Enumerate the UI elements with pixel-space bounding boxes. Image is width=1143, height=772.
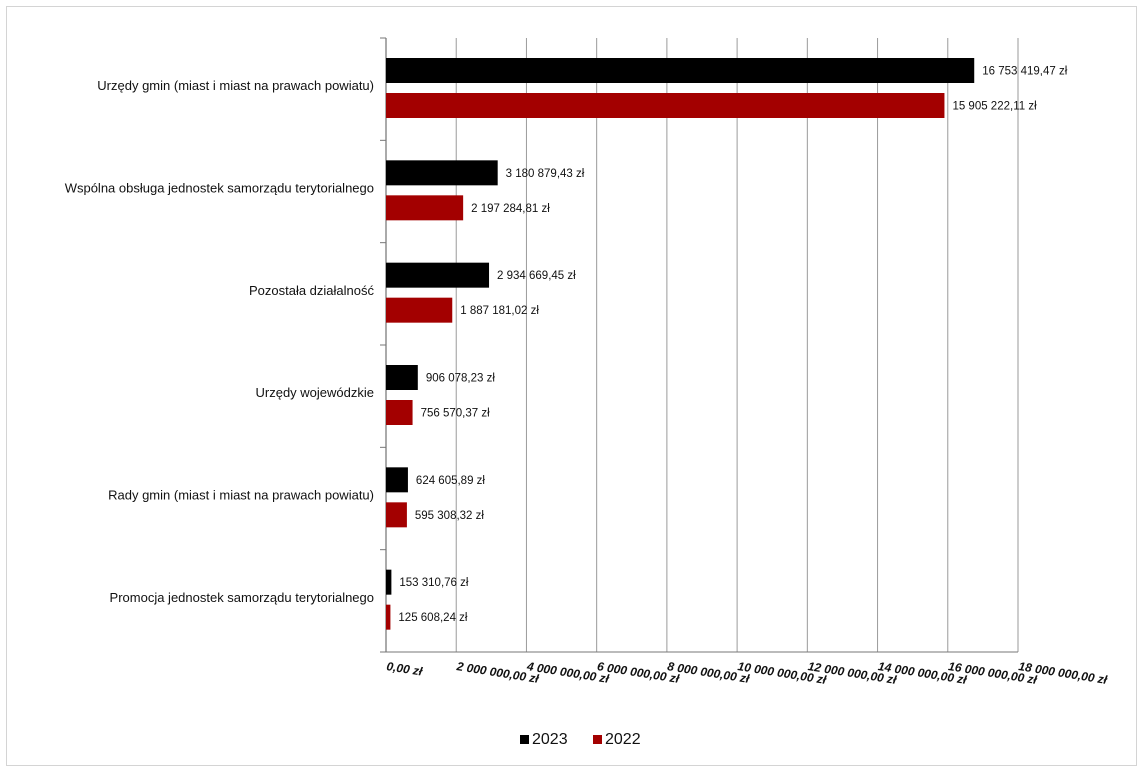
- bar-2023: [386, 467, 408, 493]
- data-label: 3 180 879,43 zł: [506, 168, 585, 180]
- data-label: 125 608,24 zł: [398, 612, 468, 624]
- legend: 2023 2022: [520, 731, 641, 748]
- value-labels: 16 753 419,47 zł 15 905 222,11 zł 3 180 87…: [398, 66, 1067, 625]
- category-label: Rady gmin (miast i miast na prawach powi…: [108, 488, 374, 503]
- data-label: 153 310,76 zł: [399, 577, 469, 589]
- legend-swatch: [520, 735, 529, 744]
- bar-2022: [386, 297, 453, 323]
- data-label: 16 753 419,47 zł: [982, 66, 1067, 78]
- bars: [386, 58, 975, 630]
- data-label: 2 934 669,45 zł: [497, 270, 576, 282]
- bar-2023: [386, 569, 392, 595]
- category-label: Pozostała działalność: [249, 283, 375, 298]
- category-label: Urzędy wojewódzkie: [256, 385, 375, 400]
- legend-label: 2023: [532, 731, 568, 748]
- category-label: Urzędy gmin (miast i miast na prawach po…: [97, 78, 374, 93]
- bar-2023: [386, 365, 418, 390]
- data-label: 906 078,23 zł: [426, 373, 496, 385]
- data-label: 595 308,32 zł: [415, 510, 485, 522]
- category-label: Wspólna obsługa jednostek samorządu tery…: [65, 181, 374, 196]
- chart-frame: [6, 6, 1137, 766]
- legend-swatch: [593, 735, 602, 744]
- grid-lines: [380, 37, 1019, 653]
- data-label: 756 570,37 zł: [421, 408, 491, 420]
- bar-2022: [386, 604, 391, 630]
- x-axis-ticks: 0,00 zł 2 000 000,00 zł4 000 000,00 zł6 0…: [386, 659, 1109, 687]
- bar-2022: [386, 400, 413, 425]
- category-label: Promocja jednostek samorządu terytorialn…: [110, 590, 374, 605]
- data-label: 1 887 181,02 zł: [460, 305, 539, 317]
- data-label: 2 197 284,81 zł: [471, 203, 550, 215]
- bar-2023: [386, 262, 490, 288]
- data-label: 624 605,89 zł: [416, 475, 486, 487]
- bar-2022: [386, 93, 945, 118]
- bar-2023: [386, 160, 498, 186]
- bar-2023: [386, 58, 975, 83]
- data-label: 15 905 222,11 zł: [952, 101, 1037, 113]
- category-labels: Urzędy gmin (miast i miast na prawach po…: [65, 78, 375, 605]
- bar-2022: [386, 195, 464, 221]
- x-tick-label: 0,00 zł: [386, 659, 424, 679]
- bar-2022: [386, 502, 407, 528]
- legend-label: 2022: [605, 731, 641, 748]
